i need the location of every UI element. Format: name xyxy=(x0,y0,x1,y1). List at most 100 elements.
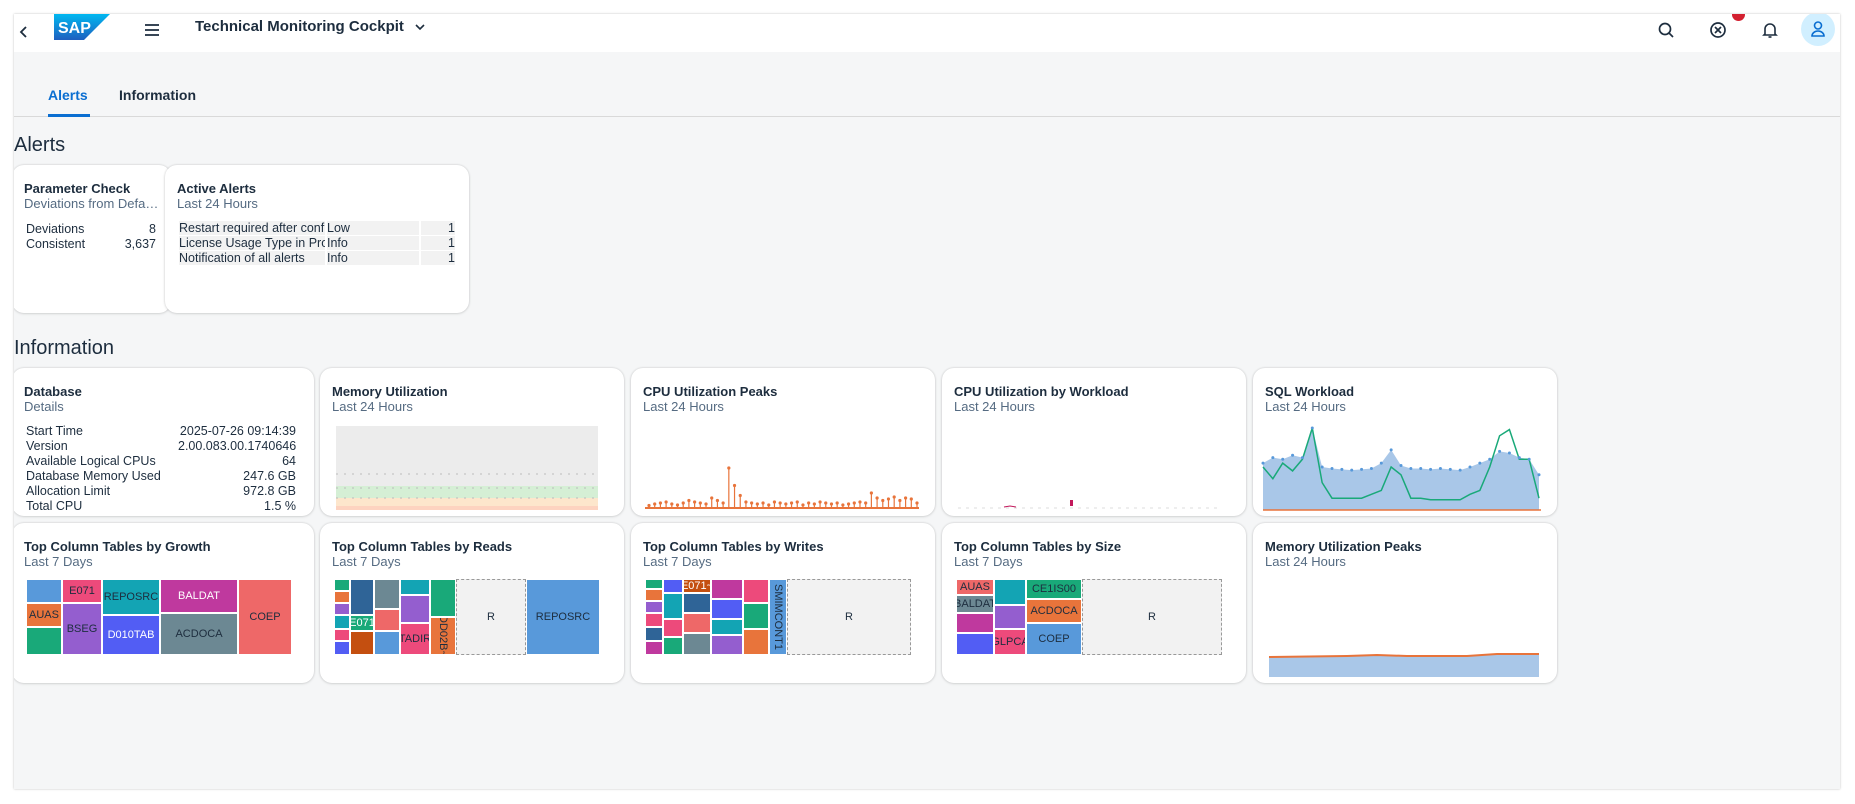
treemap-cell[interactable] xyxy=(400,579,430,595)
parameter-check-card[interactable]: Parameter Check Deviations from Defa… De… xyxy=(14,165,171,313)
treemap-cell[interactable] xyxy=(645,601,663,613)
treemap-cell[interactable] xyxy=(683,613,711,633)
cpu-peak-point xyxy=(778,501,782,505)
treemap-cell[interactable] xyxy=(663,619,683,637)
back-icon[interactable] xyxy=(16,22,32,42)
tables-by-growth-card[interactable]: Top Column Tables by Growth Last 7 Days … xyxy=(14,523,314,683)
treemap-cell[interactable] xyxy=(334,591,350,603)
treemap-cell[interactable] xyxy=(711,579,743,599)
treemap-cell[interactable] xyxy=(645,627,663,641)
treemap-cell[interactable]: DD02B~ xyxy=(430,617,456,655)
app-title-menu[interactable]: Technical Monitoring Cockpit xyxy=(195,18,426,35)
treemap-cell[interactable] xyxy=(711,599,743,619)
alert-row[interactable]: License Usage Type in Prod Info 1 xyxy=(179,236,455,250)
tables-by-reads-card[interactable]: Top Column Tables by Reads Last 7 Days E… xyxy=(320,523,624,683)
cpu-utilization-peaks-card[interactable]: CPU Utilization Peaks Last 24 Hours xyxy=(631,368,935,516)
treemap-cell[interactable] xyxy=(374,579,400,609)
treemap-cell[interactable] xyxy=(663,579,683,593)
close-circle-icon[interactable] xyxy=(1706,18,1730,42)
treemap-cell[interactable] xyxy=(26,627,62,655)
cpu-peak-point xyxy=(835,501,839,505)
treemap-cell[interactable] xyxy=(645,613,663,627)
treemap-cell[interactable] xyxy=(743,603,769,629)
treemap-cell[interactable] xyxy=(683,593,711,613)
treemap-cell[interactable]: R xyxy=(787,579,911,655)
treemap-cell[interactable] xyxy=(663,637,683,655)
treemap-cell[interactable]: ACDOCA xyxy=(1026,599,1082,623)
treemap-cell[interactable] xyxy=(994,605,1026,629)
treemap-cell[interactable]: E071~ xyxy=(683,579,711,593)
treemap-cell[interactable] xyxy=(334,579,350,591)
treemap-cell[interactable]: BSEG xyxy=(62,603,102,655)
treemap-cell[interactable] xyxy=(334,603,350,615)
treemap-cell[interactable] xyxy=(374,631,400,655)
treemap-cell[interactable]: D010TAB xyxy=(102,615,160,655)
treemap-cell[interactable]: R xyxy=(1082,579,1222,655)
treemap-cell[interactable] xyxy=(645,589,663,601)
avatar[interactable] xyxy=(1801,14,1835,46)
consistent-label: Consistent xyxy=(26,237,86,251)
chevron-down-icon xyxy=(415,24,425,31)
treemap-cell[interactable]: AUAS xyxy=(956,579,994,595)
sap-logo[interactable]: SAP xyxy=(54,14,110,40)
alert-severity: Info xyxy=(327,236,419,250)
db-row-label: Total CPU xyxy=(26,499,83,513)
treemap-cell[interactable] xyxy=(956,633,994,655)
sql-workload-card[interactable]: SQL Workload Last 24 Hours xyxy=(1253,368,1557,516)
treemap-cell[interactable]: REPOSRC xyxy=(102,579,160,615)
cpu-peak-point xyxy=(784,502,788,506)
treemap-cell[interactable]: SMIMCONT1 xyxy=(769,579,787,655)
cpu-peak-point xyxy=(767,503,771,507)
cpu-utilization-by-workload-card[interactable]: CPU Utilization by Workload Last 24 Hour… xyxy=(942,368,1246,516)
treemap-cell[interactable] xyxy=(334,629,350,641)
treemap-cell[interactable]: BALDAT xyxy=(160,579,238,613)
menu-icon[interactable] xyxy=(142,20,162,40)
database-card[interactable]: Database Details Start Time 2025-07-26 0… xyxy=(14,368,314,516)
treemap-cell[interactable] xyxy=(645,641,663,655)
tab-alerts[interactable]: Alerts xyxy=(48,87,88,103)
treemap-cell[interactable]: TADIR xyxy=(400,623,430,655)
treemap-cell[interactable] xyxy=(374,609,400,631)
treemap-cell[interactable]: ACDOCA xyxy=(160,613,238,655)
cpu-peak-point xyxy=(824,501,828,505)
search-icon[interactable] xyxy=(1654,18,1678,42)
tab-information[interactable]: Information xyxy=(119,87,196,103)
treemap-cell[interactable] xyxy=(994,579,1026,605)
treemap-cell[interactable] xyxy=(683,633,711,655)
memory-utilization-card[interactable]: Memory Utilization Last 24 Hours xyxy=(320,368,624,516)
treemap-cell[interactable] xyxy=(711,635,743,655)
bell-icon[interactable] xyxy=(1758,18,1782,42)
treemap-cell[interactable]: R xyxy=(456,579,526,655)
sql-area-point xyxy=(1379,461,1383,465)
treemap-cell[interactable] xyxy=(711,619,743,635)
treemap-cell[interactable]: GLPCA xyxy=(994,629,1026,655)
treemap-cell[interactable] xyxy=(350,579,374,615)
treemap-cell[interactable] xyxy=(743,579,769,603)
treemap-cell[interactable]: REPOSRC xyxy=(526,579,600,655)
treemap-cell[interactable]: BALDAT xyxy=(956,595,994,613)
tables-by-size-card[interactable]: Top Column Tables by Size Last 7 Days AU… xyxy=(942,523,1246,683)
treemap-cell[interactable]: CE1IS00 xyxy=(1026,579,1082,599)
active-alerts-card[interactable]: Active Alerts Last 24 Hours Restart requ… xyxy=(165,165,469,313)
treemap-cell[interactable] xyxy=(400,595,430,623)
treemap-cell[interactable] xyxy=(956,613,994,633)
alert-row[interactable]: Restart required after config Low 1 xyxy=(179,221,455,235)
tables-by-writes-card[interactable]: Top Column Tables by Writes Last 7 Days … xyxy=(631,523,935,683)
treemap-cell[interactable] xyxy=(350,631,374,655)
treemap-cell[interactable] xyxy=(743,629,769,655)
card-title: Top Column Tables by Writes xyxy=(643,539,824,554)
treemap-cell[interactable] xyxy=(334,641,350,655)
treemap-cell[interactable]: COEP xyxy=(238,579,292,655)
sql-area-point xyxy=(1330,467,1334,471)
treemap-cell[interactable] xyxy=(663,593,683,619)
treemap-cell[interactable] xyxy=(430,579,456,617)
treemap-cell[interactable] xyxy=(334,615,350,629)
memory-utilization-peaks-card[interactable]: Memory Utilization Peaks Last 24 Hours xyxy=(1253,523,1557,683)
treemap-cell[interactable] xyxy=(26,579,62,603)
treemap-cell[interactable]: AUAS xyxy=(26,603,62,627)
treemap-cell[interactable]: E071 xyxy=(62,579,102,603)
treemap-cell[interactable]: E071 xyxy=(350,615,374,631)
treemap-cell[interactable]: COEP xyxy=(1026,623,1082,655)
treemap-cell[interactable] xyxy=(645,579,663,589)
alert-row[interactable]: Notification of all alerts Info 1 xyxy=(179,251,455,265)
